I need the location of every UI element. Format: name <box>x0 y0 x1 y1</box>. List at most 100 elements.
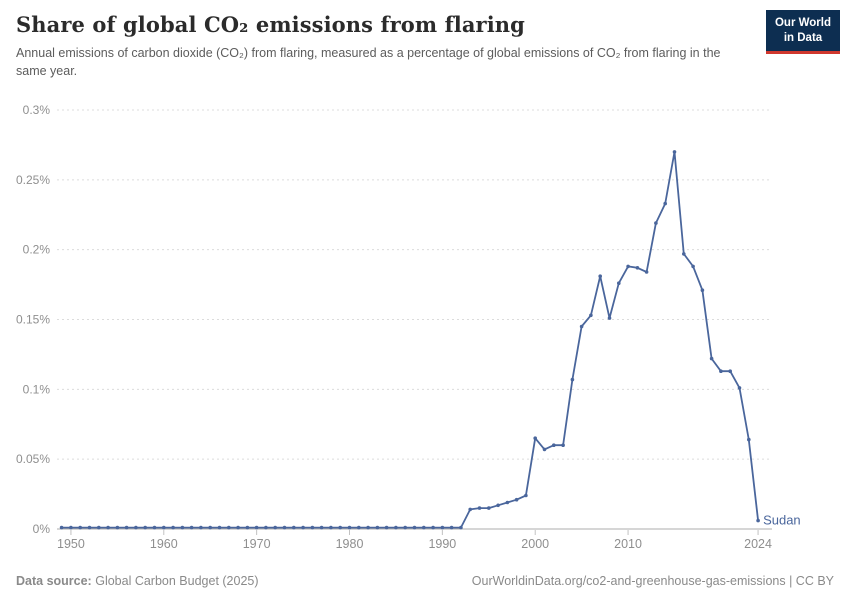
data-point <box>59 525 64 530</box>
data-point <box>719 369 723 374</box>
owid-logo-line2: in Data <box>783 31 823 44</box>
data-point <box>97 525 101 530</box>
data-point <box>589 313 593 318</box>
data-point <box>199 525 203 530</box>
data-point <box>134 525 138 530</box>
data-point <box>542 447 547 452</box>
chart-area: 0% 0.05% 0.1% 0.15% 0.2% 0.25% 0.3% 1950 1960 197… <box>0 95 850 560</box>
data-point <box>654 221 658 225</box>
data-point <box>106 525 110 530</box>
data-point <box>561 443 565 448</box>
data-point <box>412 525 417 530</box>
data-point <box>227 525 231 530</box>
data-point <box>329 525 333 530</box>
data-point <box>319 525 324 530</box>
y-tick-label: 0.25% <box>16 173 50 187</box>
data-point <box>459 525 463 530</box>
y-tick-label: 0.2% <box>23 243 51 257</box>
data-point <box>69 525 73 530</box>
data-point <box>514 497 519 502</box>
data-point <box>78 525 82 530</box>
data-point <box>366 525 370 530</box>
data-point <box>468 507 473 512</box>
data-point <box>338 525 343 530</box>
y-tick-label: 0.3% <box>23 103 51 117</box>
data-point <box>672 150 677 154</box>
data-point <box>375 525 380 530</box>
data-point <box>171 525 175 530</box>
data-point <box>617 281 621 286</box>
data-point <box>477 506 482 510</box>
data-point <box>709 356 714 361</box>
owid-logo[interactable]: Our World in Data <box>766 10 840 54</box>
x-tick-label: 1980 <box>336 537 364 551</box>
data-point <box>579 324 584 329</box>
data-point <box>607 316 612 320</box>
data-point <box>496 503 500 508</box>
data-point <box>347 525 352 530</box>
data-point <box>728 369 732 374</box>
data-point <box>570 377 575 382</box>
data-point <box>208 525 212 530</box>
y-tick-label: 0.15% <box>16 313 50 327</box>
data-source: Data source: Global Carbon Budget (2025) <box>16 574 259 588</box>
x-tick-label: 1960 <box>150 537 178 551</box>
data-point <box>440 525 445 530</box>
data-point <box>737 386 742 390</box>
data-point <box>635 266 640 270</box>
data-point <box>273 525 278 530</box>
data-point <box>394 525 398 530</box>
data-point <box>747 437 751 442</box>
data-point <box>663 201 667 206</box>
data-point <box>422 525 426 530</box>
page-title: Share of global CO₂ emissions from flari… <box>16 12 525 37</box>
x-tick-label: 1950 <box>57 537 85 551</box>
data-point <box>357 525 361 530</box>
data-point <box>282 525 287 530</box>
data-point <box>524 493 528 498</box>
data-point <box>124 525 129 530</box>
data-point <box>700 288 705 293</box>
data-point <box>691 264 695 269</box>
x-tick-label: 1970 <box>243 537 271 551</box>
data-point <box>626 264 630 269</box>
data-point <box>162 525 166 530</box>
data-point <box>301 525 305 530</box>
license-link-text[interactable]: OurWorldinData.org/co2-and-greenhouse-ga… <box>471 574 834 588</box>
chart-footer: Data source: Global Carbon Budget (2025)… <box>16 574 834 588</box>
y-tick-label: 0.1% <box>23 382 51 396</box>
data-point <box>180 525 185 530</box>
data-point <box>756 518 760 523</box>
data-point <box>552 443 556 448</box>
data-point <box>254 525 259 530</box>
data-point <box>431 525 435 530</box>
data-point <box>310 525 315 530</box>
data-point <box>189 525 194 530</box>
owid-logo-line1: Our World <box>774 17 831 29</box>
y-tick-label: 0.05% <box>16 452 50 466</box>
license-link[interactable]: OurWorldinData.org/co2-and-greenhouse-ga… <box>472 574 834 588</box>
series-end-label[interactable]: Sudan <box>763 513 801 528</box>
x-tick-label: 1990 <box>428 537 456 551</box>
data-point <box>245 525 250 530</box>
chart-subtitle: Annual emissions of carbon dioxide (CO₂)… <box>16 46 721 78</box>
data-point <box>384 525 389 530</box>
data-point <box>115 525 120 530</box>
series-line-sudan[interactable] <box>60 150 759 529</box>
x-tick-label: 2024 <box>744 537 772 551</box>
data-point <box>152 525 157 530</box>
x-tick-label: 2010 <box>614 537 642 551</box>
data-point <box>682 252 686 256</box>
data-point <box>143 525 147 530</box>
data-point <box>236 525 240 530</box>
y-tick-label: 0% <box>33 522 51 536</box>
data-point <box>533 436 537 441</box>
data-point <box>292 525 296 530</box>
data-point <box>487 506 491 510</box>
data-point <box>217 525 222 530</box>
data-point <box>87 525 92 530</box>
data-point <box>403 525 408 530</box>
x-tick-label: 2000 <box>521 537 549 551</box>
data-point <box>644 270 649 274</box>
